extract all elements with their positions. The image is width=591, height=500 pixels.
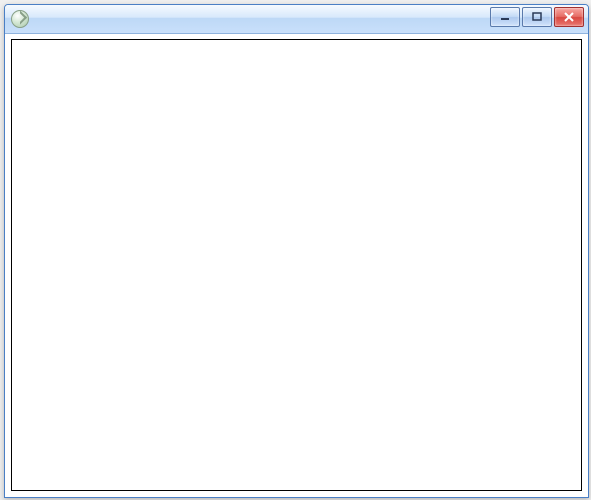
titlebar[interactable] — [5, 5, 588, 34]
chart-pane — [11, 39, 582, 491]
window-buttons — [490, 7, 584, 27]
close-button[interactable] — [554, 7, 584, 27]
minimize-button[interactable] — [490, 7, 520, 27]
app-icon — [11, 10, 29, 28]
app-window — [4, 4, 589, 498]
price-chart — [12, 40, 581, 490]
maximize-button[interactable] — [522, 7, 552, 27]
